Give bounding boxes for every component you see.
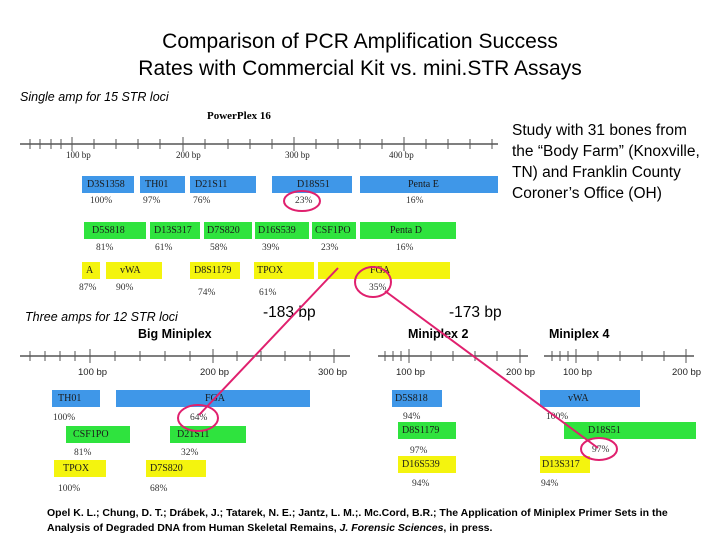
- bm-locus-d7s820: D7S820: [146, 460, 206, 477]
- highlight-circle-fga-pp: [354, 266, 392, 298]
- m2-pct-d8s1179: 97%: [410, 446, 428, 456]
- pct-d7s820: 58%: [210, 243, 228, 253]
- pp-tick-200: 200 bp: [176, 150, 201, 160]
- citation-status: , in press.: [443, 522, 493, 534]
- pct-d21s11: 76%: [193, 196, 211, 206]
- citation: Opel K. L.; Chung, D. T.; Drábek, J.; Ta…: [47, 506, 687, 536]
- pct-d16s539: 39%: [262, 243, 280, 253]
- locus-penta-e: Penta E: [360, 176, 498, 193]
- highlight-circle-d18s51-pp: [283, 190, 321, 212]
- page-title: Comparison of PCR Amplification Success …: [0, 28, 720, 82]
- bm-tick-300: 300 bp: [318, 367, 348, 378]
- m2-tick-100: 100 bp: [396, 367, 426, 378]
- title-line-2: Rates with Commercial Kit vs. mini.STR A…: [138, 57, 582, 80]
- highlight-circle-fga-bm: [177, 404, 219, 432]
- pp-tick-100: 100 bp: [66, 150, 91, 160]
- m4-pct-d18s51: 97%: [592, 445, 610, 455]
- bm-pct-csf1po: 81%: [74, 448, 92, 458]
- citation-authors: Opel K. L.; Chung, D. T.; Drábek, J.; Ta…: [47, 507, 668, 534]
- single-amp-label: Single amp for 15 STR loci: [20, 90, 169, 104]
- pp-tick-300: 300 bp: [285, 150, 310, 160]
- citation-journal: J. Forensic Sciences: [339, 522, 444, 534]
- locus-vwa: vWA: [106, 262, 162, 279]
- m2-locus-d16s539: D16S539: [398, 456, 456, 473]
- pct-d18s51: 23%: [295, 196, 313, 206]
- bm-tick-100: 100 bp: [78, 367, 108, 378]
- bp-label-173: -173 bp: [449, 304, 502, 321]
- bm-pct-th01: 100%: [53, 413, 76, 423]
- m2-locus-d5s818: D5S818: [392, 390, 442, 407]
- pct-amelogenin: 87%: [79, 283, 97, 293]
- bm-pct-fga: 64%: [190, 413, 208, 423]
- locus-d8s1179: D8S1179: [190, 262, 240, 279]
- m2-tick-200: 200 bp: [506, 367, 536, 378]
- pct-fga-pp: 35%: [369, 283, 387, 293]
- locus-d16s539: D16S539: [255, 222, 309, 239]
- m4-pct-d13s317: 94%: [541, 479, 559, 489]
- m4-locus-vwa: vWA: [540, 390, 640, 407]
- miniplex2-title: Miniplex 2: [408, 327, 469, 341]
- pct-penta-e: 16%: [406, 196, 424, 206]
- pct-th01: 97%: [143, 196, 161, 206]
- locus-d3s1358: D3S1358: [82, 176, 134, 193]
- pct-vwa: 90%: [116, 283, 134, 293]
- bm-locus-tpox: TPOX: [54, 460, 106, 477]
- pct-d13s317: 61%: [155, 243, 173, 253]
- pct-csf1po: 23%: [321, 243, 339, 253]
- locus-amelogenin: A: [82, 262, 100, 279]
- m2-pct-d5s818: 94%: [403, 412, 421, 422]
- locus-d21s11: D21S11: [190, 176, 256, 193]
- pct-d5s818: 81%: [96, 243, 114, 253]
- bm-pct-d21s11: 32%: [181, 448, 199, 458]
- m4-tick-200: 200 bp: [672, 367, 702, 378]
- pp-tick-400: 400 bp: [389, 150, 414, 160]
- bm-locus-csf1po: CSF1PO: [66, 426, 130, 443]
- pct-d3s1358: 100%: [90, 196, 113, 206]
- title-line-1: Comparison of PCR Amplification Success: [162, 30, 558, 53]
- highlight-circle-d18s51-m4: [580, 437, 618, 461]
- three-amps-label: Three amps for 12 STR loci: [25, 310, 178, 324]
- miniplex4-title: Miniplex 4: [549, 327, 610, 341]
- locus-csf1po: CSF1PO: [312, 222, 356, 239]
- study-description: Study with 31 bones from the “Body Farm”…: [512, 122, 700, 202]
- bm-pct-tpox: 100%: [58, 484, 81, 494]
- m2-pct-d16s539: 94%: [412, 479, 430, 489]
- locus-d7s820: D7S820: [204, 222, 252, 239]
- locus-d18s51: D18S51: [272, 176, 352, 193]
- bm-tick-200: 200 bp: [200, 367, 230, 378]
- locus-d5s818: D5S818: [84, 222, 146, 239]
- powerplex16-title: PowerPlex 16: [207, 110, 271, 122]
- bp-label-183: -183 bp: [263, 304, 316, 321]
- m4-locus-d18s51: D18S51: [564, 422, 696, 439]
- connector-d18s51-line: [384, 290, 599, 449]
- connector-fga-line: [198, 267, 339, 416]
- pct-tpox: 61%: [259, 288, 277, 298]
- big-miniplex-title: Big Miniplex: [138, 327, 212, 341]
- m4-locus-d13s317: D13S317: [540, 456, 590, 473]
- pct-penta-d: 16%: [396, 243, 414, 253]
- locus-penta-d: Penta D: [360, 222, 456, 239]
- bm-locus-th01: TH01: [52, 390, 100, 407]
- m4-tick-100: 100 bp: [563, 367, 593, 378]
- locus-tpox: TPOX: [254, 262, 314, 279]
- locus-d13s317: D13S317: [150, 222, 200, 239]
- m2-locus-d8s1179: D8S1179: [398, 422, 456, 439]
- pct-d8s1179: 74%: [198, 288, 216, 298]
- locus-th01: TH01: [140, 176, 185, 193]
- bm-pct-d7s820: 68%: [150, 484, 168, 494]
